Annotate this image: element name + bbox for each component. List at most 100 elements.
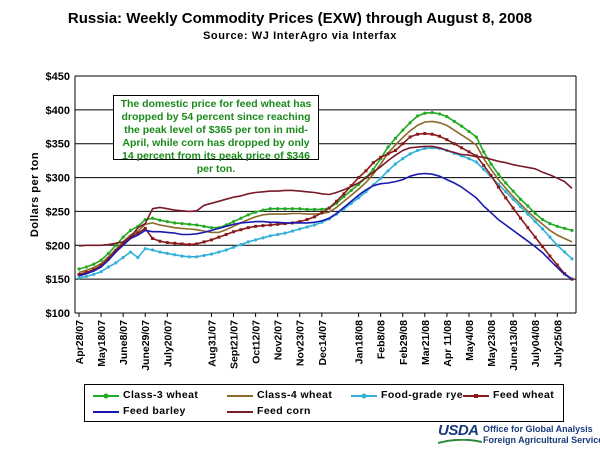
data-point: [121, 241, 125, 245]
data-point: [533, 211, 537, 216]
data-point: [526, 212, 530, 216]
data-point: [121, 235, 125, 239]
data-point: [533, 219, 537, 224]
data-point: [570, 257, 574, 261]
data-point: [99, 270, 103, 274]
data-point: [106, 257, 110, 261]
chart-subtitle: Source: WJ InterAgro via Interfax: [202, 30, 397, 42]
data-point: [187, 243, 191, 247]
y-tick-label: $250: [46, 206, 70, 218]
data-point: [114, 249, 118, 253]
series-line-class-4-wheat: [78, 120, 573, 274]
data-point: [312, 223, 317, 227]
data-point: [84, 274, 88, 279]
data-point: [540, 227, 545, 231]
data-point: [290, 207, 294, 211]
data-point: [548, 254, 552, 258]
x-tick-label: Feb8/08: [376, 320, 388, 359]
data-point: [143, 247, 147, 251]
chart-title: Russia: Weekly Commodity Prices (EXW) th…: [67, 10, 533, 27]
data-point: [180, 222, 184, 226]
data-point: [386, 145, 390, 149]
data-point: [209, 226, 214, 230]
data-point: [379, 176, 383, 180]
data-point: [437, 112, 442, 116]
data-point: [202, 253, 206, 258]
data-point: [445, 115, 449, 119]
data-point: [511, 189, 515, 193]
legend-label: Class-3 wheat: [123, 389, 199, 401]
data-point: [533, 235, 537, 239]
data-point: [165, 251, 169, 256]
footer-office-text: Office for Global Analysis: [483, 424, 593, 434]
data-point: [320, 207, 324, 211]
data-point: [239, 243, 243, 247]
x-tick-label: Nov23/07: [295, 320, 307, 366]
data-point: [92, 268, 96, 272]
data-point: [84, 265, 88, 269]
usda-logo: USDA: [438, 422, 479, 439]
y-tick-label: $450: [46, 71, 70, 83]
x-tick-label: June13/08: [508, 320, 520, 371]
data-point: [555, 243, 559, 247]
data-point: [136, 255, 140, 260]
chart-annotation: The domestic price for feed wheat has dr…: [113, 95, 319, 175]
legend-swatch-feed-corn: [227, 411, 253, 413]
data-point: [518, 205, 523, 209]
data-point: [496, 185, 500, 189]
data-point: [195, 223, 199, 227]
data-point: [268, 223, 272, 227]
data-point: [217, 235, 221, 239]
data-point: [253, 210, 258, 214]
data-point: [452, 142, 456, 146]
data-point: [327, 206, 331, 210]
data-point: [541, 245, 545, 249]
data-point: [423, 111, 427, 115]
data-point: [511, 197, 515, 201]
y-tick-label: $100: [46, 308, 70, 320]
usda-swoosh-icon: [438, 439, 482, 444]
data-point: [158, 239, 162, 243]
data-point: [349, 188, 353, 193]
data-point: [173, 253, 177, 257]
data-point: [540, 217, 545, 222]
x-tick-label: June29/07: [140, 320, 152, 371]
data-point: [312, 215, 316, 219]
data-point: [173, 221, 177, 225]
data-point: [77, 276, 81, 280]
x-tick-label: Jan18/08: [354, 320, 366, 365]
legend-swatch-food-grade-rye: [351, 393, 377, 399]
x-tick-label: May4/08: [464, 320, 476, 361]
data-point: [430, 110, 434, 115]
data-point: [150, 216, 155, 220]
data-point: [518, 216, 522, 220]
legend-swatch-feed-barley: [93, 411, 119, 413]
data-point: [393, 162, 398, 166]
data-point: [92, 272, 96, 277]
data-point: [408, 121, 412, 125]
data-point: [99, 258, 103, 262]
data-point: [482, 163, 486, 167]
x-tick-label: July04/08: [530, 320, 542, 367]
y-axis-label: Dollars per ton: [29, 152, 41, 237]
data-point: [276, 222, 280, 226]
x-tick-label: Oct12/07: [251, 320, 263, 364]
data-point: [357, 176, 361, 180]
data-point: [482, 167, 486, 172]
data-point: [467, 129, 471, 134]
data-point: [224, 232, 228, 236]
x-tick-label: June8/07: [118, 320, 130, 365]
data-point: [430, 132, 434, 136]
y-tick-label: $300: [46, 173, 70, 185]
data-point: [268, 207, 272, 211]
data-point: [298, 220, 302, 224]
data-point: [364, 169, 368, 173]
data-point: [305, 207, 309, 211]
data-point: [187, 255, 191, 259]
data-point: [246, 240, 250, 244]
data-point: [504, 181, 508, 185]
data-point: [474, 160, 478, 164]
data-point: [401, 157, 405, 161]
data-point: [460, 124, 464, 128]
data-point: [77, 272, 81, 276]
